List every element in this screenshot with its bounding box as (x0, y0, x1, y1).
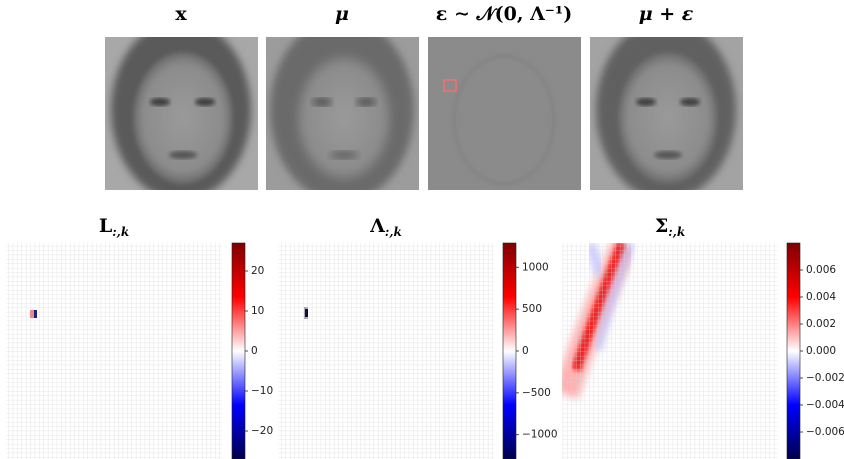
colorbar-tick-label: −20 (251, 425, 273, 437)
colorbar-tick-label: −0.006 (806, 426, 844, 438)
colorbar-tick-label: 0.000 (806, 345, 836, 357)
heatmap (562, 243, 778, 459)
heatmap (6, 243, 222, 459)
panel-title: x (175, 3, 187, 25)
panel-title: μ + ε (639, 3, 694, 25)
heatmap-title: Σ:,k (655, 215, 685, 239)
colorbar-tick-label: 1000 (522, 261, 549, 273)
face-image (590, 37, 743, 190)
colorbar-tick-label: −1000 (522, 429, 558, 441)
heatmap-title: Λ:,k (369, 215, 402, 239)
colorbar-tick-label: 20 (251, 265, 264, 277)
heatmap-title: L:,k (99, 215, 129, 239)
title-main: Λ (369, 215, 385, 237)
heatmap (278, 243, 494, 459)
panel-title: ε ∼ 𝒩(0, Λ⁻¹) (436, 3, 572, 25)
colorbar-tick-label: 10 (251, 305, 264, 317)
colorbar-tick-label: −0.002 (806, 372, 844, 384)
colorbar-tick-label: −10 (251, 385, 273, 397)
colorbar (231, 242, 246, 459)
colorbar-tick-label: −500 (522, 387, 551, 399)
colorbar-tick-label: 0.006 (806, 264, 836, 276)
colorbar-tick-label: 0 (251, 345, 258, 357)
title-sub: :,k (668, 225, 685, 239)
colorbar-tick-label: 0.004 (806, 291, 836, 303)
colorbar-tick-label: −0.004 (806, 399, 844, 411)
title-sub: :,k (385, 225, 402, 239)
colorbar-tick-label: 0.002 (806, 318, 836, 330)
title-main: Σ (655, 215, 668, 237)
noise-image (428, 37, 581, 190)
colorbar-tick-label: 0 (522, 345, 529, 357)
face-image (266, 37, 419, 190)
face-image (105, 37, 258, 190)
colorbar (502, 242, 517, 459)
title-sub: :,k (112, 225, 129, 239)
colorbar-tick-label: 500 (522, 303, 542, 315)
title-main: L (99, 215, 112, 237)
panel-title: μ (335, 3, 349, 25)
colorbar (786, 242, 801, 459)
